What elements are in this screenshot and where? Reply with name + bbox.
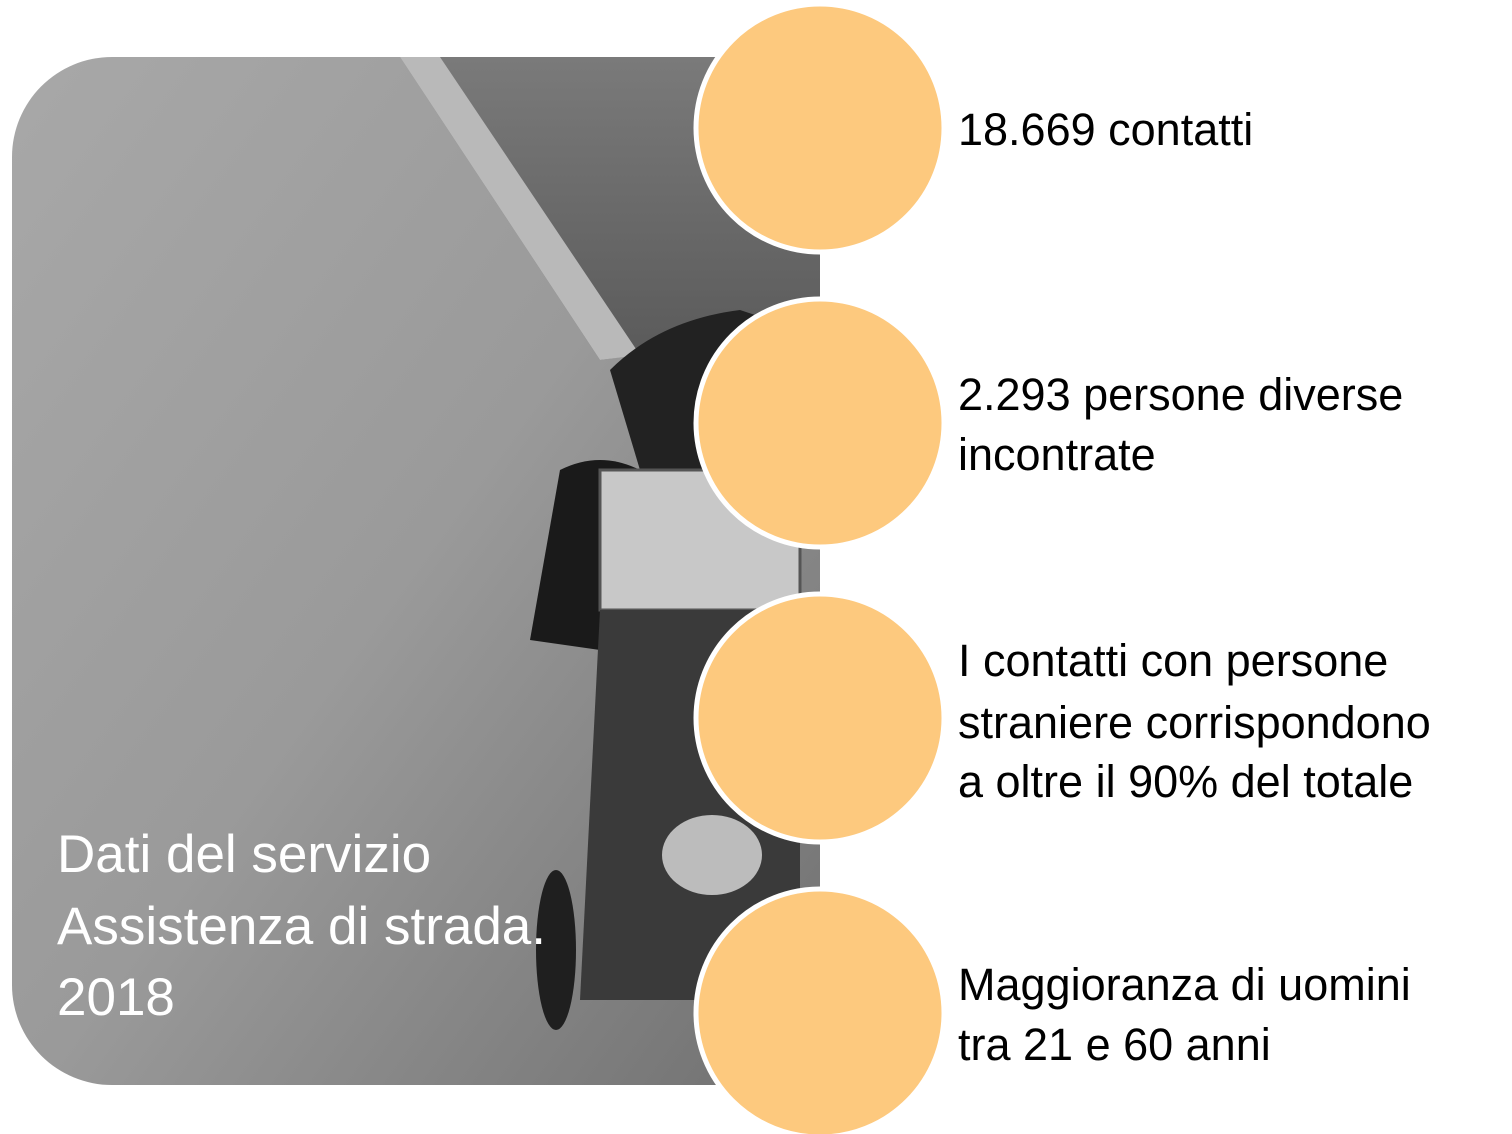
item-text: I contatti con persone bbox=[958, 635, 1388, 686]
bullet-circle bbox=[696, 889, 944, 1134]
slide: Dati del servizio Assistenza di strada. … bbox=[0, 0, 1512, 1134]
bullet-circle bbox=[696, 4, 944, 252]
item-text: 18.669 contatti bbox=[958, 104, 1253, 155]
item-text: incontrate bbox=[958, 429, 1156, 480]
panel-title: 2018 bbox=[57, 968, 175, 1027]
panel-title: Dati del servizio bbox=[57, 825, 431, 884]
panel-title: Assistenza di strada. bbox=[57, 897, 546, 956]
item-text: Maggioranza di uomini bbox=[958, 959, 1411, 1010]
photo bbox=[0, 0, 820, 1134]
bullet-circle bbox=[696, 299, 944, 547]
item-text: 2.293 persone diverse bbox=[958, 369, 1403, 420]
item-text: tra 21 e 60 anni bbox=[958, 1019, 1271, 1070]
bullet-circle bbox=[696, 594, 944, 842]
item-text: straniere corrispondono bbox=[958, 697, 1431, 748]
item-text: a oltre il 90% del totale bbox=[958, 756, 1413, 807]
